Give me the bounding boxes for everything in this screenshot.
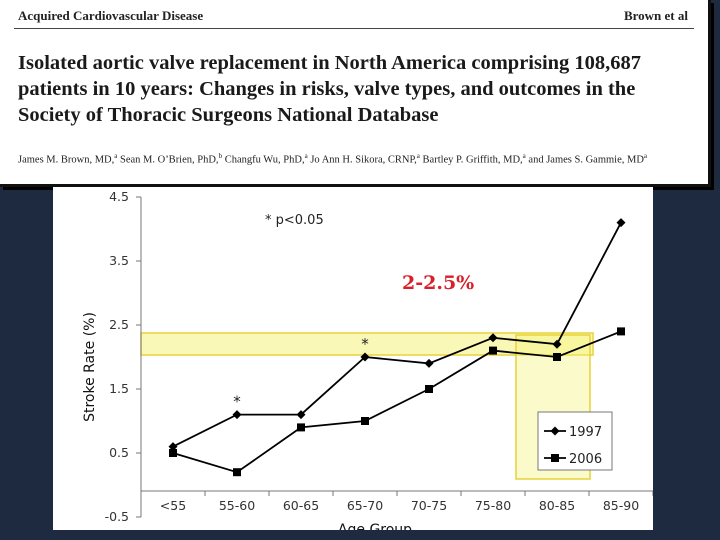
significance-star: * [233, 393, 241, 411]
data-point-1997 [296, 410, 306, 420]
data-point-2006 [233, 468, 241, 477]
data-point-2006 [553, 353, 561, 361]
journal-section: Acquired Cardiovascular Disease [18, 8, 204, 23]
data-point-1997 [424, 358, 434, 368]
paper-title: Isolated aortic valve replacement in Nor… [18, 52, 642, 126]
author-affiliation: a [522, 152, 526, 160]
x-tick-label: 60-65 [283, 498, 319, 513]
header-rule [14, 28, 694, 29]
legend-marker-1997 [550, 426, 560, 436]
data-point-1997 [360, 352, 370, 362]
author-affiliation: a [114, 152, 118, 160]
data-point-1997 [552, 339, 562, 349]
paper-header: Acquired Cardiovascular Disease Brown et… [0, 0, 711, 187]
author-name: Sean M. O’Brien, PhD, [119, 154, 219, 166]
y-axis-title: Stroke Rate (%) [82, 312, 98, 422]
author-affiliation: a [416, 152, 420, 160]
legend-box [537, 411, 613, 471]
legend-marker-2006 [551, 454, 559, 462]
author-name: Changfu Wu, PhD, [224, 154, 305, 166]
author-name: James M. Brown, MD, [18, 154, 115, 166]
x-tick-label: 75-80 [475, 498, 511, 513]
series-line-2006 [172, 330, 622, 474]
author-name: Jo Ann H. Sikora, CRNP, [310, 154, 417, 166]
data-point-2006 [489, 346, 497, 355]
data-point-1997 [488, 333, 498, 343]
legend-label-2006: 2006 [569, 452, 602, 467]
y-tick-label: 4.5 [109, 189, 129, 204]
range-label: 2-2.5% [402, 272, 474, 294]
y-tick-label: 1.5 [109, 381, 129, 396]
author-name: Bartley P. Griffith, MD, [422, 154, 523, 166]
data-point-1997 [168, 442, 178, 452]
chart-panel: -0.5 0.5 1.5 2.5 3.5 4.5 <55 55-60 60-65 65-70 70… [53, 187, 653, 530]
x-tick-label: <55 [160, 498, 186, 513]
series-line-1997 [172, 222, 622, 448]
author-list: James M. Brown, MD,a Sean M. O’Brien, Ph… [18, 152, 648, 166]
x-axis-title: Age Group [338, 522, 412, 530]
author-affiliation: a [643, 152, 648, 160]
range-label-box [395, 267, 491, 297]
significance-note: * p<0.05 [265, 213, 324, 228]
data-point-1997 [616, 218, 626, 228]
data-point-2006 [361, 417, 369, 425]
data-point-2006 [617, 327, 625, 336]
x-tick-label: 85-90 [603, 498, 639, 513]
x-tick-label: 70-75 [411, 498, 447, 513]
stroke-rate-chart: -0.5 0.5 1.5 2.5 3.5 4.5 <55 55-60 60-65 65-70 70… [82, 189, 653, 530]
y-tick-label: 2.5 [109, 317, 129, 332]
significance-star: * [361, 335, 369, 353]
x-tick-label: 65-70 [347, 498, 383, 513]
y-tick-label: -0.5 [105, 509, 129, 524]
author-name: James S. Gammie, MD [546, 154, 644, 166]
data-point-2006 [169, 449, 177, 457]
y-tick-label: 3.5 [109, 253, 129, 268]
data-point-2006 [425, 385, 433, 393]
data-point-1997 [232, 410, 242, 420]
legend-label-1997: 1997 [569, 425, 602, 440]
y-tick-label: 0.5 [109, 445, 129, 460]
running-author: Brown et al [623, 8, 688, 23]
x-tick-label: 55-60 [219, 498, 255, 513]
author-affiliation: b [218, 152, 223, 160]
data-point-2006 [297, 423, 305, 432]
x-tick-label: 80-85 [539, 498, 575, 513]
author-affiliation: a [304, 152, 308, 160]
